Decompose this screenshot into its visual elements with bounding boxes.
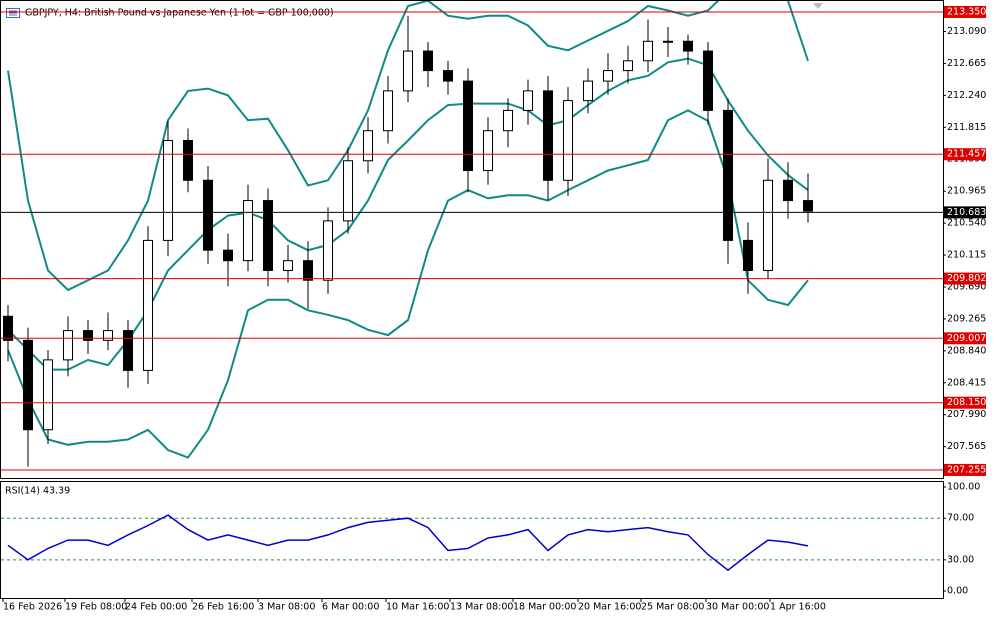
level-tag	[944, 396, 986, 409]
candle-body	[703, 50, 713, 111]
x-tick-label: 26 Feb 16:00	[192, 602, 254, 613]
level-label: 213.350	[947, 6, 986, 17]
candle-body	[383, 90, 393, 132]
candle-body	[783, 179, 793, 202]
candle-body	[683, 40, 693, 52]
y-tick-label: 209.690	[947, 281, 986, 292]
candle-body	[623, 60, 633, 72]
rsi-title: RSI(14) 43.39	[5, 486, 70, 497]
candle-body	[203, 179, 213, 251]
band-lower	[7, 109, 809, 459]
y-tick-label: 100.00	[947, 481, 980, 492]
level-tag	[944, 272, 986, 285]
y-tick-label: 210.965	[947, 186, 986, 197]
rsi-line	[7, 514, 809, 572]
level-label: 210.683	[947, 207, 986, 218]
candle-body	[763, 179, 773, 271]
candle-body	[503, 109, 513, 132]
candle-body	[263, 200, 273, 271]
x-tick-label: 18 Mar 00:00	[513, 602, 576, 613]
candle-body	[223, 249, 233, 262]
y-tick-label: 207.990	[947, 409, 986, 420]
candle-body	[523, 90, 533, 111]
level-tag	[944, 463, 986, 476]
rsi-frame	[0, 481, 944, 599]
x-tick-label: 1 Apr 16:00	[770, 602, 826, 613]
y-tick-label: 30.00	[947, 554, 974, 565]
y-tick-label: 212.665	[947, 58, 986, 69]
x-tick-label: 10 Mar 16:00	[386, 602, 449, 613]
candle-body	[243, 200, 253, 262]
candle-body	[183, 139, 193, 181]
level-label: 208.150	[947, 397, 986, 408]
candle-body	[3, 315, 13, 341]
band-middle	[7, 57, 809, 371]
y-tick-label: 213.090	[947, 26, 986, 37]
candle-body	[643, 40, 653, 62]
candle-body	[283, 260, 293, 271]
candle-body	[123, 330, 133, 371]
candle-body	[723, 109, 733, 241]
candle-body	[443, 70, 453, 82]
y-tick-label: 210.115	[947, 250, 986, 261]
y-tick-label: 212.240	[947, 90, 986, 101]
y-tick-label: 0.00	[947, 586, 968, 597]
candle-body	[423, 50, 433, 72]
y-tick-label: 208.415	[947, 377, 986, 388]
y-tick-label: 211.815	[947, 122, 986, 133]
y-tick-label: 209.265	[947, 313, 986, 324]
candle-body	[483, 130, 493, 172]
candle-body	[563, 100, 573, 181]
main-frame	[0, 0, 944, 479]
level-label: 207.255	[947, 464, 986, 475]
x-tick-label: 16 Feb 2026	[3, 602, 62, 613]
candle-body	[463, 80, 473, 172]
candle-body	[143, 239, 153, 371]
candle-body	[23, 339, 33, 431]
level-tag	[944, 148, 986, 161]
candle-body	[583, 80, 593, 102]
level-tag	[944, 332, 986, 345]
candle-body	[543, 90, 553, 181]
x-tick-label: 19 Feb 08:00	[65, 602, 127, 613]
level-label: 209.802	[947, 273, 986, 284]
candle-body	[343, 160, 353, 222]
candle-body	[663, 40, 673, 43]
symbol-icon	[6, 8, 20, 18]
candle-body	[63, 330, 73, 361]
candle-body	[43, 359, 53, 431]
level-tag	[944, 5, 986, 18]
x-tick-label: 3 Mar 08:00	[258, 602, 315, 613]
level-label: 211.457	[947, 149, 986, 160]
chart-title: GBPJPY, H4: British Pound vs Japanese Ye…	[25, 8, 334, 19]
candle-body	[83, 330, 93, 341]
candle-body	[163, 139, 173, 241]
x-tick-label: 25 Mar 08:00	[641, 602, 704, 613]
candle-body	[803, 200, 813, 212]
level-tag	[944, 206, 986, 219]
candle-body	[363, 130, 373, 162]
x-tick-label: 20 Mar 16:00	[578, 602, 641, 613]
x-tick-label: 13 Mar 08:00	[450, 602, 513, 613]
candle-body	[323, 220, 333, 281]
y-tick-label: 70.00	[947, 513, 974, 524]
candle-body	[743, 239, 753, 271]
x-tick-label: 24 Feb 00:00	[125, 602, 187, 613]
scroll-marker	[813, 3, 823, 9]
level-label: 209.007	[947, 333, 986, 344]
plot-area	[3, 1, 813, 467]
candle-body	[403, 50, 413, 92]
x-tick-label: 6 Mar 00:00	[322, 602, 379, 613]
candle-body	[103, 330, 113, 341]
y-tick-label: 207.565	[947, 441, 986, 452]
candle-body	[603, 70, 613, 82]
y-tick-label: 208.840	[947, 345, 986, 356]
x-tick-label: 30 Mar 00:00	[706, 602, 769, 613]
candle-body	[303, 260, 313, 281]
y-tick-label: 210.540	[947, 218, 986, 229]
